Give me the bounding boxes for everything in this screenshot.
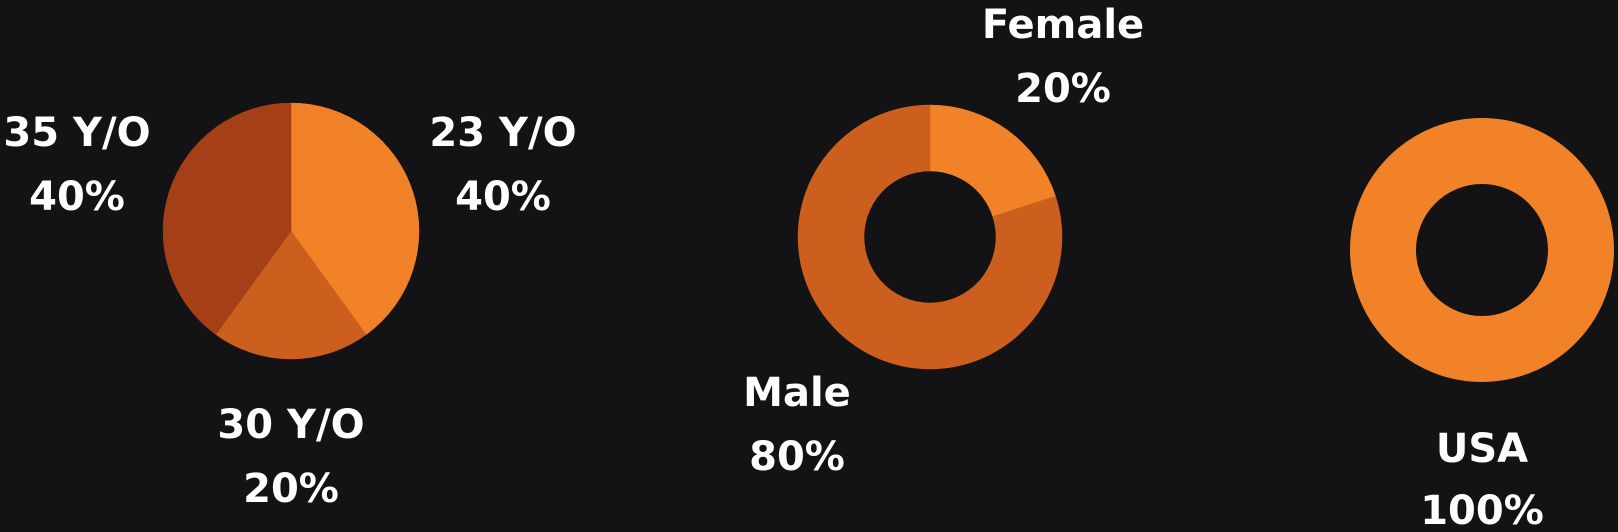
age-pie-chart: 23 Y/O 40% 30 Y/O 20% 35 Y/O 40% <box>3 102 577 512</box>
slice-label-23yo-pct: 40% <box>455 174 551 220</box>
slice-label-male: Male 80% <box>743 370 851 480</box>
pie-slice-23-y-o <box>290 102 420 335</box>
slice-label-female: Female 20% <box>982 2 1144 112</box>
slice-label-male-pct: 80% <box>749 434 845 480</box>
slice-label-23yo-name: 23 Y/O <box>429 110 576 156</box>
slice-label-35yo-pct: 40% <box>29 174 125 220</box>
slice-label-usa-name: USA <box>1436 426 1528 472</box>
pie-slice-35-y-o <box>162 102 292 335</box>
pie-slice-usa <box>1350 118 1614 382</box>
slice-label-male-name: Male <box>743 370 851 416</box>
pie-slice-female <box>929 104 1056 217</box>
gender-donut-slices <box>797 104 1063 370</box>
slice-label-female-pct: 20% <box>1015 66 1111 112</box>
slice-label-30yo-name: 30 Y/O <box>217 402 364 448</box>
slice-label-usa: USA 100% <box>1420 426 1544 532</box>
country-donut-slices <box>1350 118 1614 382</box>
slice-label-usa-pct: 100% <box>1420 488 1544 532</box>
country-donut-chart: USA 100% <box>1350 118 1614 532</box>
gender-donut-chart: Female 20% Male 80% <box>743 2 1144 480</box>
slice-label-35yo-name: 35 Y/O <box>3 110 150 156</box>
pie-slice-30-y-o <box>215 230 367 360</box>
pie-slice-male <box>797 104 1063 370</box>
slice-label-30yo-pct: 20% <box>243 466 339 512</box>
slice-label-23yo: 23 Y/O 40% <box>429 110 576 220</box>
slice-label-30yo: 30 Y/O 20% <box>217 402 364 512</box>
slice-label-35yo: 35 Y/O 40% <box>3 110 150 220</box>
slice-label-female-name: Female <box>982 2 1144 48</box>
age-pie-slices <box>162 102 420 360</box>
